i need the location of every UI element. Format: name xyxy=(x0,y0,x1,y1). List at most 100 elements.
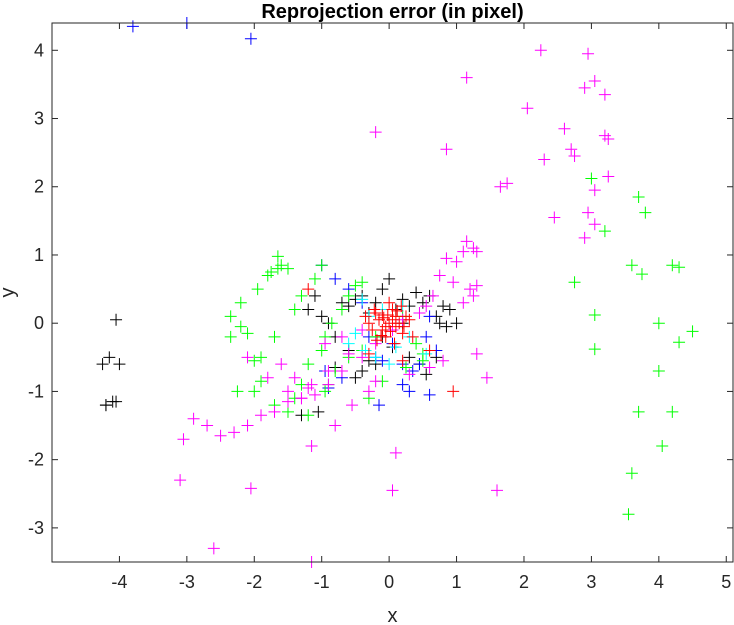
data-point xyxy=(457,296,470,309)
data-point xyxy=(423,310,436,323)
data-point xyxy=(548,211,561,224)
data-point xyxy=(420,368,433,381)
data-point xyxy=(322,364,335,377)
data-point xyxy=(399,361,412,374)
data-point xyxy=(389,310,402,323)
data-point xyxy=(308,272,321,285)
data-point xyxy=(325,317,338,330)
y-tick-label: 1 xyxy=(34,245,44,265)
data-point xyxy=(470,279,483,292)
data-point xyxy=(261,371,274,384)
data-point xyxy=(413,306,426,319)
data-point xyxy=(265,266,278,279)
data-point xyxy=(396,327,409,340)
data-point xyxy=(666,405,679,418)
y-tick-label: -2 xyxy=(28,450,44,470)
data-point xyxy=(248,385,261,398)
data-point xyxy=(447,385,460,398)
data-point xyxy=(369,306,382,319)
data-point xyxy=(625,259,638,272)
series-green xyxy=(224,172,699,521)
x-tick-label: 4 xyxy=(654,572,664,592)
data-point xyxy=(335,330,348,343)
data-point xyxy=(588,74,601,87)
data-point xyxy=(369,337,382,350)
y-tick-label: 2 xyxy=(34,177,44,197)
data-point xyxy=(673,336,686,349)
data-point xyxy=(399,310,412,323)
x-tick-label: -3 xyxy=(179,572,195,592)
data-point xyxy=(251,283,264,296)
data-point xyxy=(396,354,409,367)
data-point xyxy=(302,283,315,296)
data-point xyxy=(275,259,288,272)
data-point xyxy=(356,276,369,289)
data-point xyxy=(255,375,268,388)
data-point xyxy=(342,347,355,360)
data-point xyxy=(110,395,123,408)
data-point xyxy=(585,172,598,185)
data-point xyxy=(389,446,402,459)
data-point xyxy=(315,259,328,272)
x-axis-label: x xyxy=(388,605,398,625)
data-point xyxy=(588,184,601,197)
data-point xyxy=(632,405,645,418)
y-tick-label: 3 xyxy=(34,109,44,129)
data-point xyxy=(126,20,139,33)
data-point xyxy=(403,385,416,398)
data-point xyxy=(632,190,645,203)
data-point xyxy=(315,310,328,323)
data-point xyxy=(625,467,638,480)
data-point xyxy=(275,358,288,371)
data-point xyxy=(201,419,214,432)
data-point xyxy=(362,385,375,398)
plot-layer xyxy=(96,17,699,568)
data-point xyxy=(410,337,423,350)
x-tick-label: 3 xyxy=(586,572,596,592)
data-point xyxy=(281,385,294,398)
data-point xyxy=(302,303,315,316)
y-tick-label: -1 xyxy=(28,381,44,401)
data-point xyxy=(440,143,453,156)
data-point xyxy=(639,206,652,219)
data-point xyxy=(416,296,429,309)
data-point xyxy=(568,150,581,163)
data-point xyxy=(423,388,436,401)
data-point xyxy=(447,276,460,289)
data-point xyxy=(335,303,348,316)
data-point xyxy=(467,289,480,302)
data-point xyxy=(450,317,463,330)
data-point xyxy=(379,320,392,333)
data-point xyxy=(295,289,308,302)
data-point xyxy=(214,429,227,442)
data-point xyxy=(433,269,446,282)
data-point xyxy=(369,375,382,388)
data-point xyxy=(565,143,578,156)
data-point xyxy=(110,313,123,326)
data-point xyxy=(416,354,429,367)
x-tick-label: -2 xyxy=(246,572,262,592)
data-point xyxy=(494,180,507,193)
data-point xyxy=(261,269,274,282)
data-point xyxy=(578,231,591,244)
data-point xyxy=(598,88,611,101)
data-point xyxy=(406,364,419,377)
data-point xyxy=(366,324,379,337)
data-point xyxy=(319,337,332,350)
data-point xyxy=(224,310,237,323)
data-point xyxy=(602,170,615,183)
data-point xyxy=(315,344,328,357)
data-point xyxy=(491,484,504,497)
data-point xyxy=(228,426,241,439)
data-point xyxy=(268,330,281,343)
data-point xyxy=(420,300,433,313)
data-point xyxy=(359,344,372,357)
data-point xyxy=(335,364,348,377)
data-point xyxy=(558,122,571,135)
data-point xyxy=(244,32,257,45)
data-point xyxy=(470,245,483,258)
data-point xyxy=(224,330,237,343)
data-point xyxy=(369,296,382,309)
data-point xyxy=(383,272,396,285)
